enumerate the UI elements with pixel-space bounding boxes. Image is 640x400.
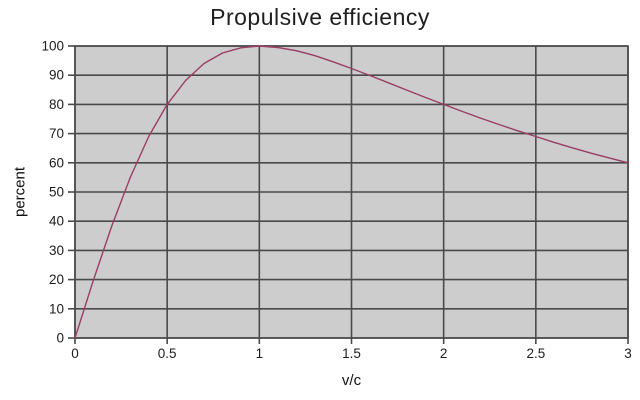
y-tick-label: 90 bbox=[49, 68, 64, 83]
efficiency-curve bbox=[74, 45, 629, 339]
y-tick-label: 50 bbox=[49, 185, 64, 200]
x-tick-label: 3 bbox=[624, 346, 632, 361]
y-tick-label: 20 bbox=[49, 272, 64, 287]
x-tick-label: 1 bbox=[256, 346, 264, 361]
x-tick-label: 2.5 bbox=[526, 346, 545, 361]
y-tick-label: 30 bbox=[49, 243, 64, 258]
y-tick-label: 100 bbox=[41, 39, 64, 54]
y-tick-label: 40 bbox=[49, 214, 64, 229]
y-tick-label: 80 bbox=[49, 97, 64, 112]
y-tick-label: 10 bbox=[49, 301, 64, 316]
x-tick-label: 2 bbox=[440, 346, 448, 361]
y-tick-label: 60 bbox=[49, 155, 64, 170]
plot-border bbox=[74, 45, 629, 339]
x-tick-label: 1.5 bbox=[342, 346, 361, 361]
x-tick-label: 0.5 bbox=[158, 346, 177, 361]
y-tick-label: 0 bbox=[56, 331, 64, 346]
x-tick-label: 0 bbox=[71, 346, 79, 361]
chart-title: Propulsive efficiency bbox=[210, 4, 430, 30]
y-tick-label: 70 bbox=[49, 126, 64, 141]
x-axis-label: v/c bbox=[341, 372, 362, 389]
